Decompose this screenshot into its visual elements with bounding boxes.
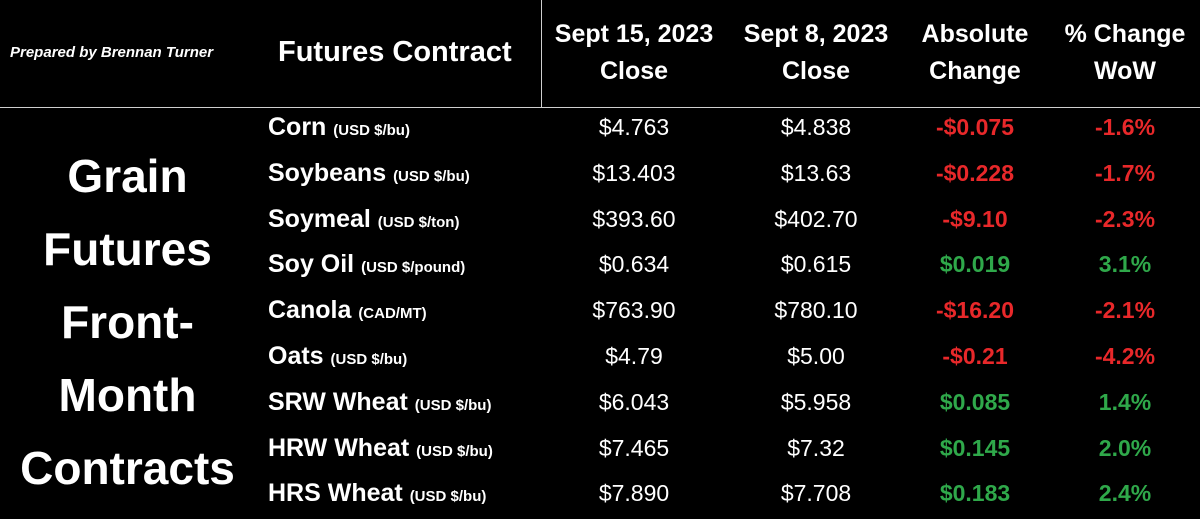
contract-label: Oats: [268, 342, 324, 370]
sept8-header-line1: Sept 8, 2023: [743, 20, 889, 48]
close-sep15-cell: $763.90: [592, 297, 676, 324]
close-sep15-cell: $7.890: [598, 480, 670, 507]
absolute-change-cell: $0.019: [939, 251, 1011, 278]
absolute-change-cell: -$0.21: [942, 343, 1008, 369]
absolute-change-cell: -$9.10: [942, 205, 1008, 232]
close-sep8-cell: $402.70: [774, 205, 858, 232]
pct-change-cell: 1.4%: [1098, 388, 1152, 415]
header-divider: [0, 107, 1200, 108]
absolute-change-cell: $0.145: [939, 434, 1011, 461]
close-sep8-cell: $5.958: [780, 388, 852, 415]
table-row: Soymeal (USD $/ton) $393.60 $402.70 -$9.10 -…: [0, 199, 1200, 245]
sept8-header-line2: Close: [781, 57, 851, 85]
pct-change-cell: 2.0%: [1098, 434, 1152, 461]
contract-name: SRW Wheat (USD $/bu): [268, 382, 491, 428]
contract-label: HRW Wheat: [268, 433, 410, 462]
table-row: Oats (USD $/bu) $4.79 $5.00 -$0.21 -4.2%: [0, 336, 1200, 382]
contract-unit: (USD $/ton): [377, 213, 460, 231]
side-title-line: Contracts: [20, 442, 235, 494]
close-sep15-cell: $13.403: [592, 159, 676, 186]
close-sep8-cell: $7.32: [787, 434, 845, 461]
absolute-change-cell: -$0.075: [935, 114, 1014, 140]
pct-change-cell: -2.1%: [1094, 297, 1156, 324]
close-sep15-cell: $0.634: [598, 251, 670, 278]
close-sep8-cell: $7.708: [780, 480, 852, 507]
absolute-change-cell: -$0.228: [935, 159, 1014, 186]
absolute-change-cell: $0.085: [939, 388, 1011, 415]
contract-unit: (USD $/bu): [416, 442, 493, 460]
table-row: Canola (CAD/MT) $763.90 $780.10 -$16.20 -2.1…: [0, 290, 1200, 336]
header-vertical-divider: [541, 0, 542, 107]
close-sep8-cell: $13.63: [780, 159, 852, 186]
contract-name: Soybeans (USD $/bu): [268, 153, 470, 199]
absolute-header-line2: Change: [929, 57, 1021, 85]
side-title: Grain Futures Front- Month Contracts: [0, 140, 255, 505]
futures-contract-header: Futures Contract: [278, 36, 512, 68]
contract-name: Soy Oil (USD $/pound): [268, 244, 465, 290]
table-row: Soy Oil (USD $/pound) $0.634 $0.615 $0.019 3…: [0, 244, 1200, 290]
close-sep15-cell: $4.763: [598, 114, 670, 140]
contract-name: HRS Wheat (USD $/bu): [268, 473, 486, 519]
contract-unit: (USD $/bu): [393, 167, 470, 185]
side-title-line: Futures: [43, 223, 212, 275]
side-title-line: Month: [58, 369, 197, 421]
contract-label: HRS Wheat: [268, 479, 403, 508]
pct-change-cell: 2.4%: [1098, 480, 1152, 507]
credit-text: Prepared by Brennan Turner: [10, 44, 214, 61]
close-sep8-cell: $0.615: [780, 251, 852, 278]
pct-change-cell: -1.6%: [1094, 114, 1156, 140]
table-row: SRW Wheat (USD $/bu) $6.043 $5.958 $0.085 1.…: [0, 382, 1200, 428]
contract-unit: (USD $/pound): [361, 259, 466, 277]
contract-label: Soy Oil: [268, 250, 355, 279]
contract-unit: (USD $/bu): [333, 122, 410, 139]
contract-label: Soymeal: [268, 204, 371, 233]
side-title-line: Grain: [67, 150, 188, 202]
contract-unit: (USD $/bu): [409, 488, 487, 506]
contract-name: Corn (USD $/bu): [268, 107, 410, 153]
contract-label: Soybeans: [268, 158, 387, 187]
close-sep8-cell: $5.00: [787, 343, 845, 369]
sept15-close-header: Sept 15, 2023 Close: [546, 16, 722, 90]
pct-change-header: % Change WoW: [1055, 16, 1195, 90]
absolute-change-cell: -$16.20: [935, 297, 1014, 324]
pct-change-cell: -1.7%: [1094, 159, 1156, 186]
close-sep8-cell: $4.838: [780, 114, 852, 140]
side-title-line: Front-: [61, 296, 194, 348]
pct-header-line2: WoW: [1093, 57, 1156, 85]
close-sep15-cell: $7.465: [598, 434, 670, 461]
absolute-header-line1: Absolute: [921, 20, 1029, 48]
close-sep15-cell: $6.043: [598, 388, 670, 415]
close-sep8-cell: $780.10: [774, 297, 858, 324]
pct-header-line1: % Change: [1064, 20, 1186, 48]
contract-unit: (USD $/bu): [330, 351, 408, 368]
contract-unit: (USD $/bu): [414, 396, 492, 414]
pct-change-cell: -4.2%: [1094, 343, 1156, 369]
table-row: HRS Wheat (USD $/bu) $7.890 $7.708 $0.183 2.…: [0, 473, 1200, 519]
contract-label: Canola: [268, 296, 352, 325]
contract-name: Oats (USD $/bu): [268, 336, 407, 382]
close-sep15-cell: $393.60: [592, 205, 676, 232]
contract-label: SRW Wheat: [268, 387, 408, 416]
sept15-header-line1: Sept 15, 2023: [554, 20, 714, 48]
table-row: Corn (USD $/bu) $4.763 $4.838 -$0.075 -1.6%: [0, 107, 1200, 153]
table-row: HRW Wheat (USD $/bu) $7.465 $7.32 $0.145 2.0…: [0, 428, 1200, 474]
pct-change-cell: -2.3%: [1094, 205, 1156, 232]
contract-name: Canola (CAD/MT): [268, 290, 427, 336]
table-row: Soybeans (USD $/bu) $13.403 $13.63 -$0.228 -…: [0, 153, 1200, 199]
pct-change-cell: 3.1%: [1098, 251, 1152, 278]
contract-label: Corn: [268, 113, 327, 141]
contract-name: HRW Wheat (USD $/bu): [268, 428, 493, 474]
contract-name: Soymeal (USD $/ton): [268, 199, 459, 245]
sept8-close-header: Sept 8, 2023 Close: [728, 16, 904, 90]
contract-unit: (CAD/MT): [358, 305, 427, 323]
close-sep15-cell: $4.79: [605, 343, 663, 369]
sept15-header-line2: Close: [599, 57, 669, 85]
absolute-change-cell: $0.183: [939, 480, 1011, 507]
absolute-change-header: Absolute Change: [905, 16, 1045, 90]
